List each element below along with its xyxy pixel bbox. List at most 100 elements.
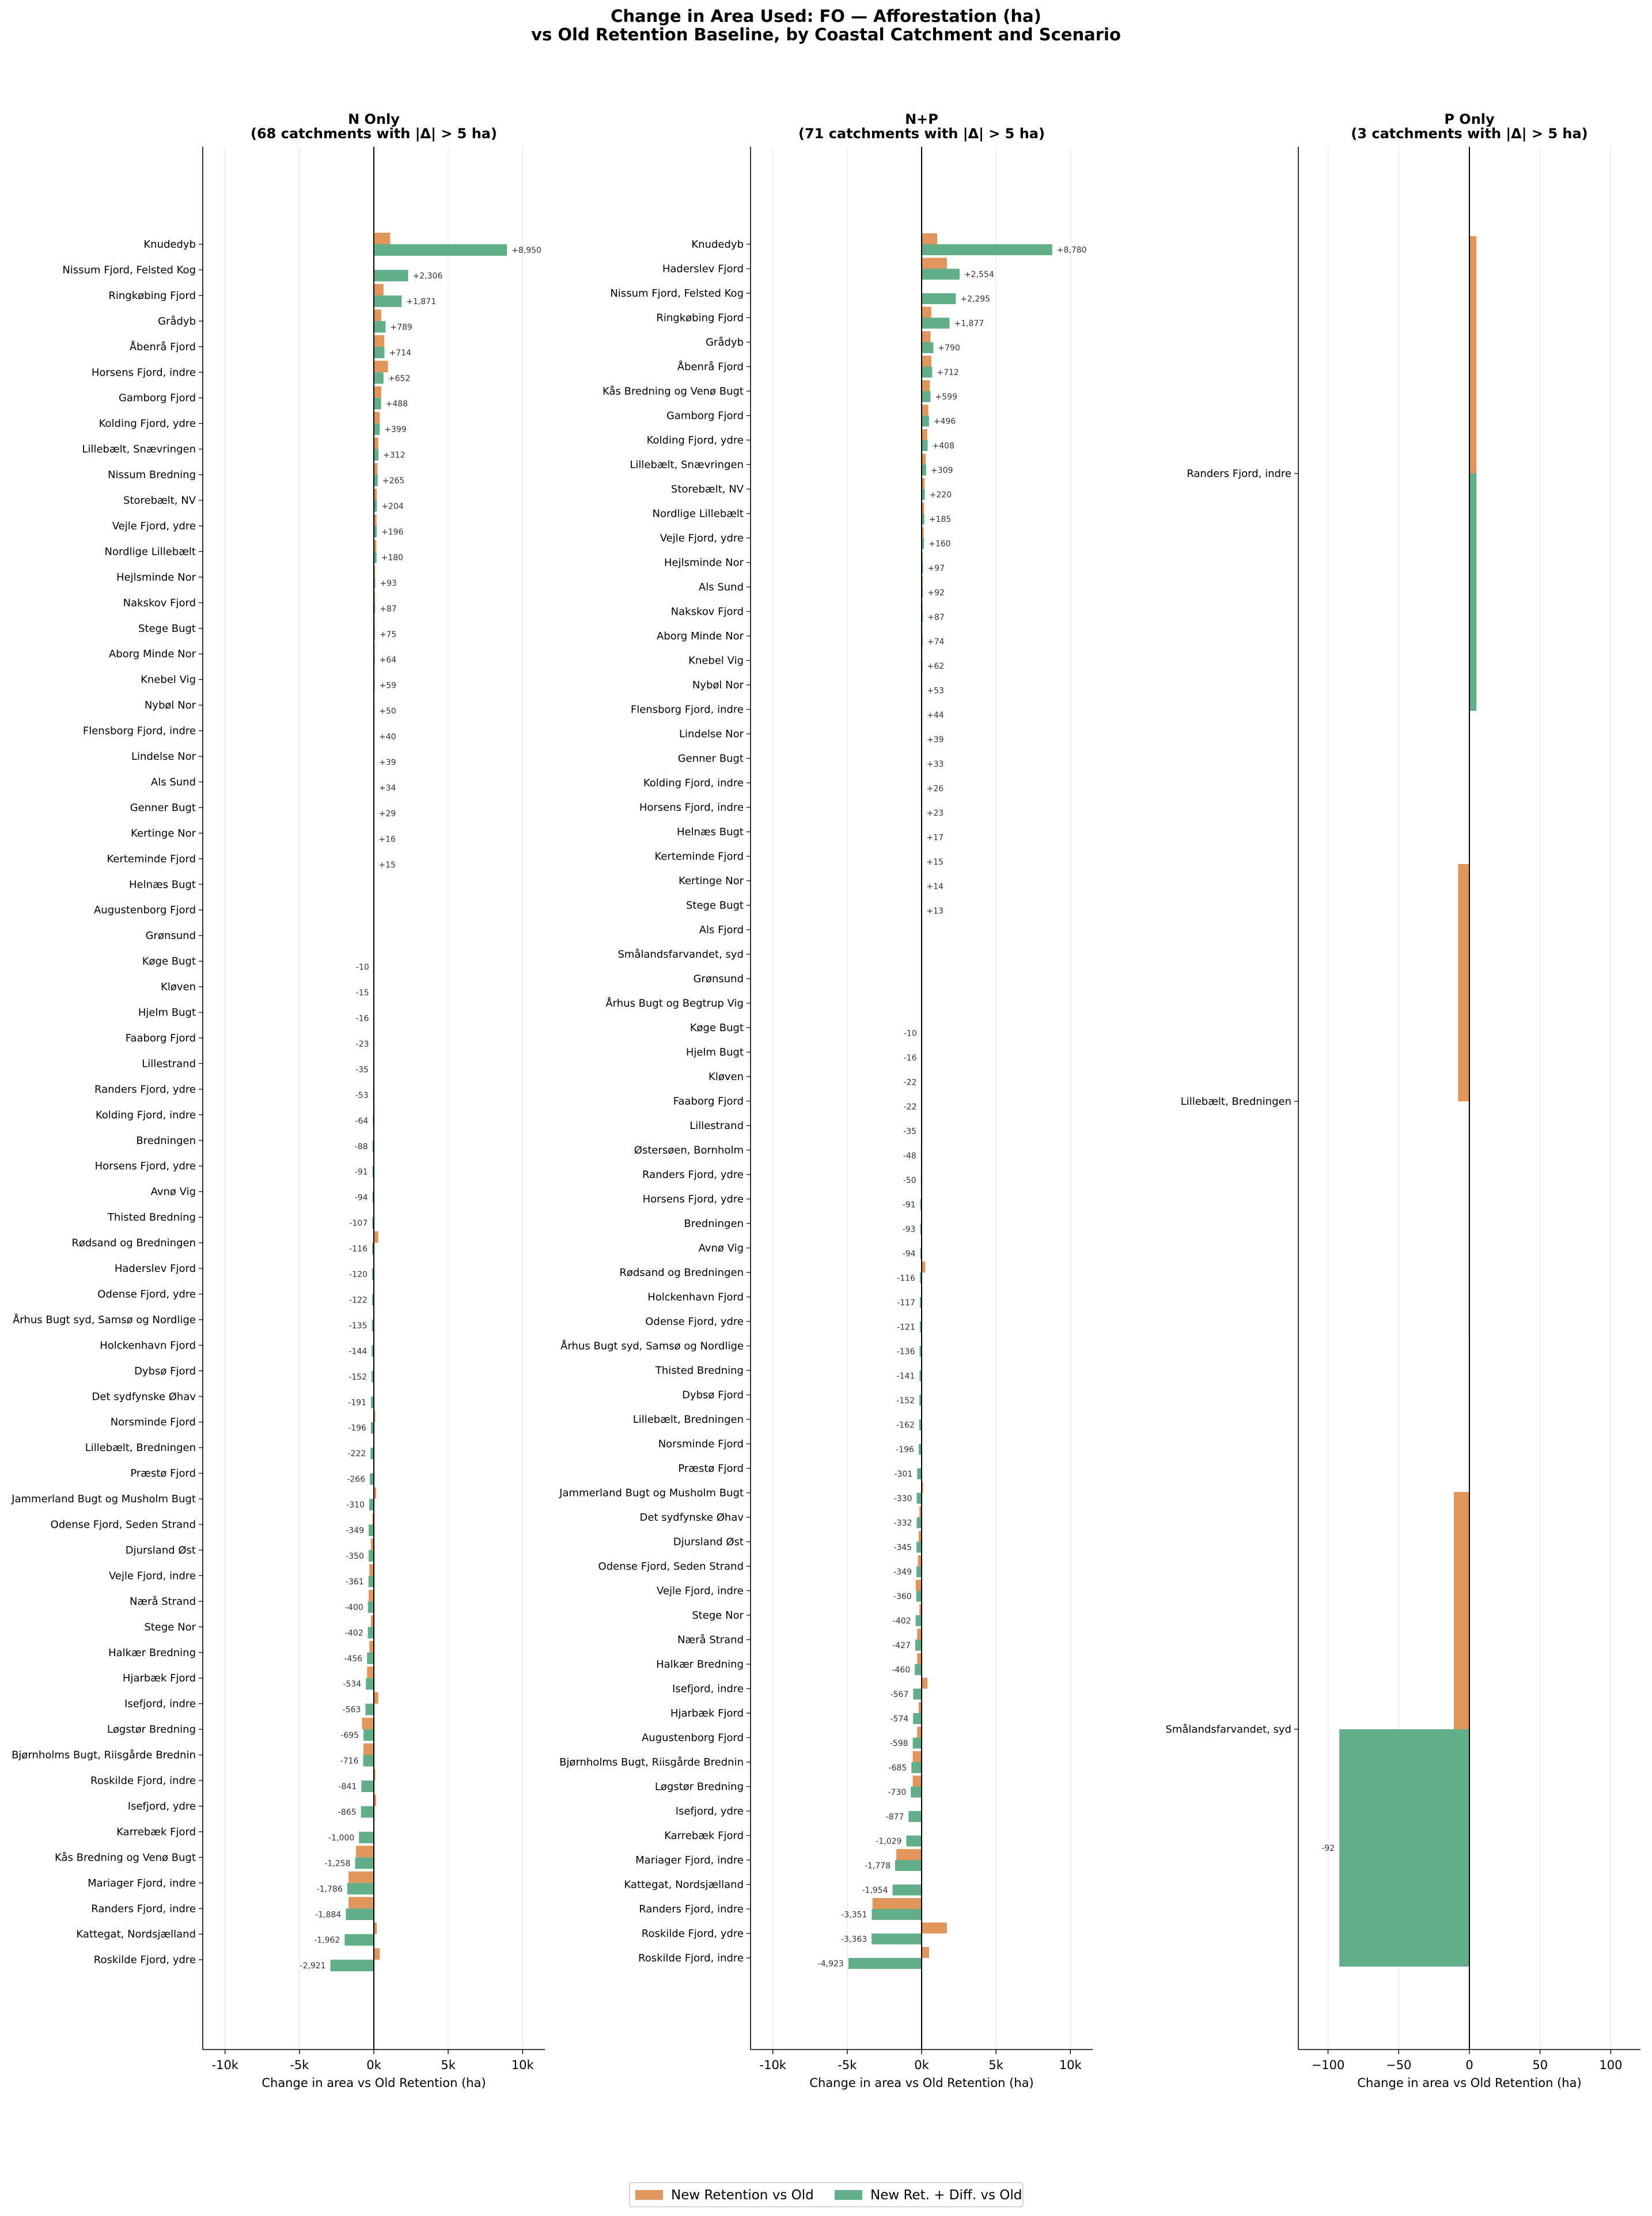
data-label: -120 — [349, 1270, 367, 1279]
category-label: Augustenborg Fjord — [642, 1732, 744, 1744]
data-label: -3,351 — [841, 1911, 867, 1920]
bar-new-ret-diff — [374, 475, 378, 487]
data-label: -266 — [347, 1475, 365, 1484]
data-label: +93 — [380, 579, 397, 588]
bar-new-retention — [374, 591, 376, 603]
category-label: Faaborg Fjord — [126, 1032, 196, 1044]
bar-new-ret-diff — [367, 1601, 374, 1613]
data-label: +97 — [928, 564, 945, 573]
data-label: -196 — [896, 1445, 914, 1454]
x-axis-label: Change in area vs Old Retention (ha) — [1357, 2076, 1581, 2090]
category-label: Gamborg Fjord — [119, 392, 196, 404]
data-label: -456 — [344, 1654, 362, 1664]
category-label: Nissum Fjord, Felsted Kog — [62, 264, 196, 276]
data-label: +1,871 — [406, 297, 436, 306]
bar-new-retention — [922, 502, 924, 514]
bar-new-retention — [372, 1513, 374, 1525]
category-label: Holckenhavn Fjord — [100, 1339, 196, 1351]
bar-new-retention — [374, 437, 378, 449]
category-label: Randers Fjord, indre — [639, 1903, 744, 1915]
category-label: Stege Nor — [144, 1621, 196, 1633]
bar-new-retention — [374, 386, 381, 398]
data-label: -50 — [903, 1176, 916, 1185]
bar-new-ret-diff — [908, 1811, 922, 1822]
bar-new-ret-diff — [922, 538, 924, 549]
panel-2: N+P(71 catchments with |Δ| > 5 ha) Knuded… — [559, 111, 1093, 2090]
data-label: -94 — [355, 1194, 368, 1203]
data-label: +17 — [926, 834, 944, 843]
bar-new-retention — [915, 1579, 922, 1591]
category-label: Nærå Strand — [677, 1634, 744, 1646]
bar-new-retention — [370, 1538, 374, 1550]
data-label: +712 — [937, 368, 958, 377]
data-label: +408 — [933, 442, 954, 451]
category-label: Horsens Fjord, indre — [92, 366, 196, 378]
category-label: Kerteminde Fjord — [654, 851, 744, 863]
category-label: Vejle Fjord, indre — [657, 1585, 744, 1597]
bar-new-ret-diff — [374, 372, 384, 384]
data-label: -94 — [903, 1249, 916, 1259]
category-label: Thisted Bredning — [655, 1365, 744, 1377]
bar-new-retention — [922, 551, 923, 563]
data-label: -116 — [349, 1245, 367, 1254]
data-label: -16 — [356, 1014, 369, 1024]
category-label: Augustenborg Fjord — [94, 904, 196, 916]
legend-frame — [629, 2182, 1024, 2207]
bar-new-ret-diff — [374, 321, 386, 333]
data-label: -865 — [338, 1808, 357, 1817]
bar-new-ret-diff — [344, 1934, 374, 1946]
bar-new-ret-diff — [922, 366, 933, 378]
data-label: -310 — [346, 1501, 365, 1510]
data-label: -35 — [903, 1127, 916, 1137]
x-tick-label: −100 — [1312, 2058, 1345, 2072]
x-tick-label: −50 — [1386, 2058, 1411, 2072]
category-label: Odense Fjord, ydre — [645, 1316, 744, 1328]
figure-title: Change in Area Used: FO — Afforestation … — [611, 6, 1041, 26]
bar-new-retention — [922, 527, 924, 538]
category-label: Køge Bugt — [690, 1022, 744, 1034]
x-axis-label: Change in area vs Old Retention (ha) — [809, 2076, 1033, 2090]
data-label: -730 — [888, 1788, 906, 1797]
category-label: Lillestrand — [689, 1120, 744, 1132]
data-label: -88 — [355, 1142, 368, 1151]
bar-new-retention — [374, 283, 384, 296]
data-label: +16 — [378, 835, 396, 844]
category-label: Horsens Fjord, ydre — [95, 1160, 196, 1172]
bar-new-retention — [348, 1871, 374, 1883]
bar-new-ret-diff — [374, 295, 402, 307]
data-label: -361 — [346, 1577, 364, 1586]
data-label: -1,029 — [876, 1837, 901, 1846]
bar-new-retention — [922, 404, 929, 416]
category-label: Haderslev Fjord — [662, 263, 744, 275]
data-label: -567 — [891, 1690, 909, 1699]
data-label: +39 — [379, 758, 396, 767]
bar-new-retention — [1458, 864, 1469, 1101]
category-label: Als Sund — [699, 581, 744, 593]
category-label: Gamborg Fjord — [666, 410, 744, 422]
bar-new-ret-diff — [912, 1737, 922, 1749]
data-label: -350 — [346, 1552, 364, 1561]
category-label: Horsens Fjord, indre — [639, 802, 744, 814]
data-label: -92 — [1321, 1844, 1335, 1853]
category-label: Grådyb — [158, 315, 196, 327]
bar-new-retention — [918, 1555, 922, 1566]
bar-new-retention — [922, 429, 927, 440]
category-label: Knebel Vig — [141, 674, 196, 686]
category-label: Als Sund — [151, 776, 196, 788]
data-label: -427 — [892, 1641, 911, 1650]
bar-new-ret-diff — [347, 1882, 374, 1895]
bar-new-ret-diff — [916, 1493, 922, 1504]
bar-new-ret-diff — [355, 1857, 374, 1869]
bar-new-ret-diff — [922, 244, 1052, 255]
bar-new-ret-diff — [918, 1444, 922, 1455]
data-label: -598 — [890, 1739, 908, 1748]
bar-new-ret-diff — [922, 440, 928, 451]
category-label: Hjarbæk Fjord — [123, 1672, 196, 1684]
category-label: Det sydfynske Øhav — [92, 1391, 196, 1403]
bar-new-ret-diff — [370, 1473, 374, 1485]
category-label: Bjørnholms Bugt, Riisgårde Brednin — [559, 1756, 744, 1768]
x-tick-label: 5k — [988, 2058, 1003, 2072]
bar-new-retention — [1454, 1492, 1469, 1729]
bar-new-retention — [374, 1487, 376, 1499]
category-label: Århus Bugt og Begtrup Vig — [605, 997, 744, 1010]
